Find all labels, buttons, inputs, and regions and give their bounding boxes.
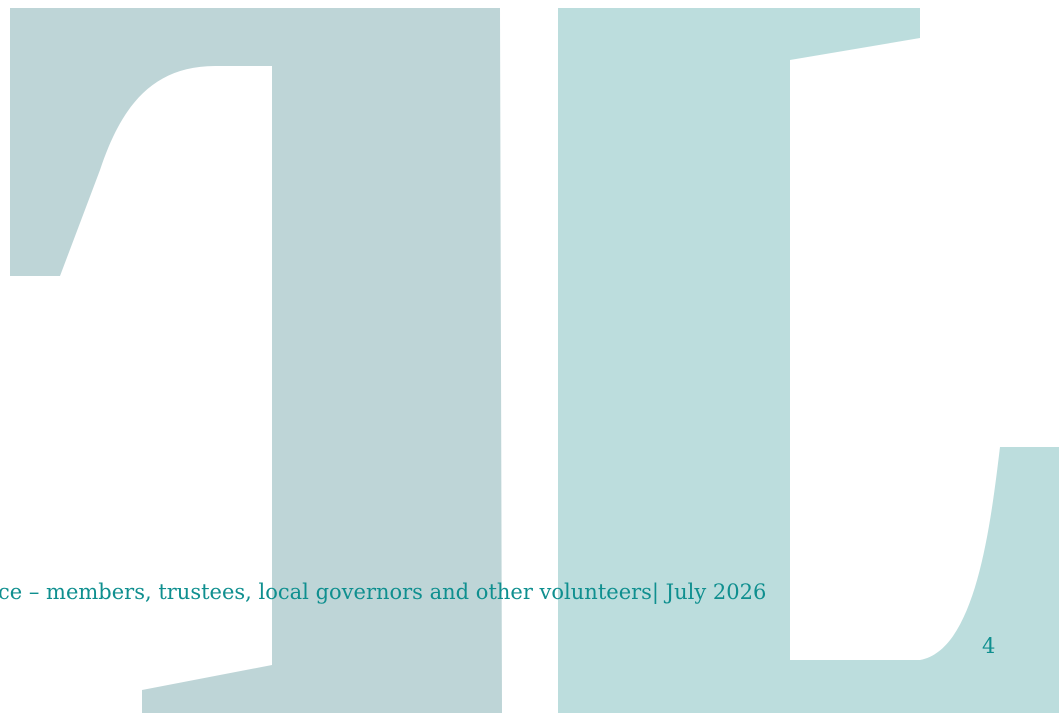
- footer-document-title: ce – members, trustees, local governors …: [0, 580, 767, 604]
- watermark-letter-t: [10, 8, 502, 713]
- watermark-letter-l: [558, 8, 1059, 713]
- page-number: 4: [982, 634, 996, 658]
